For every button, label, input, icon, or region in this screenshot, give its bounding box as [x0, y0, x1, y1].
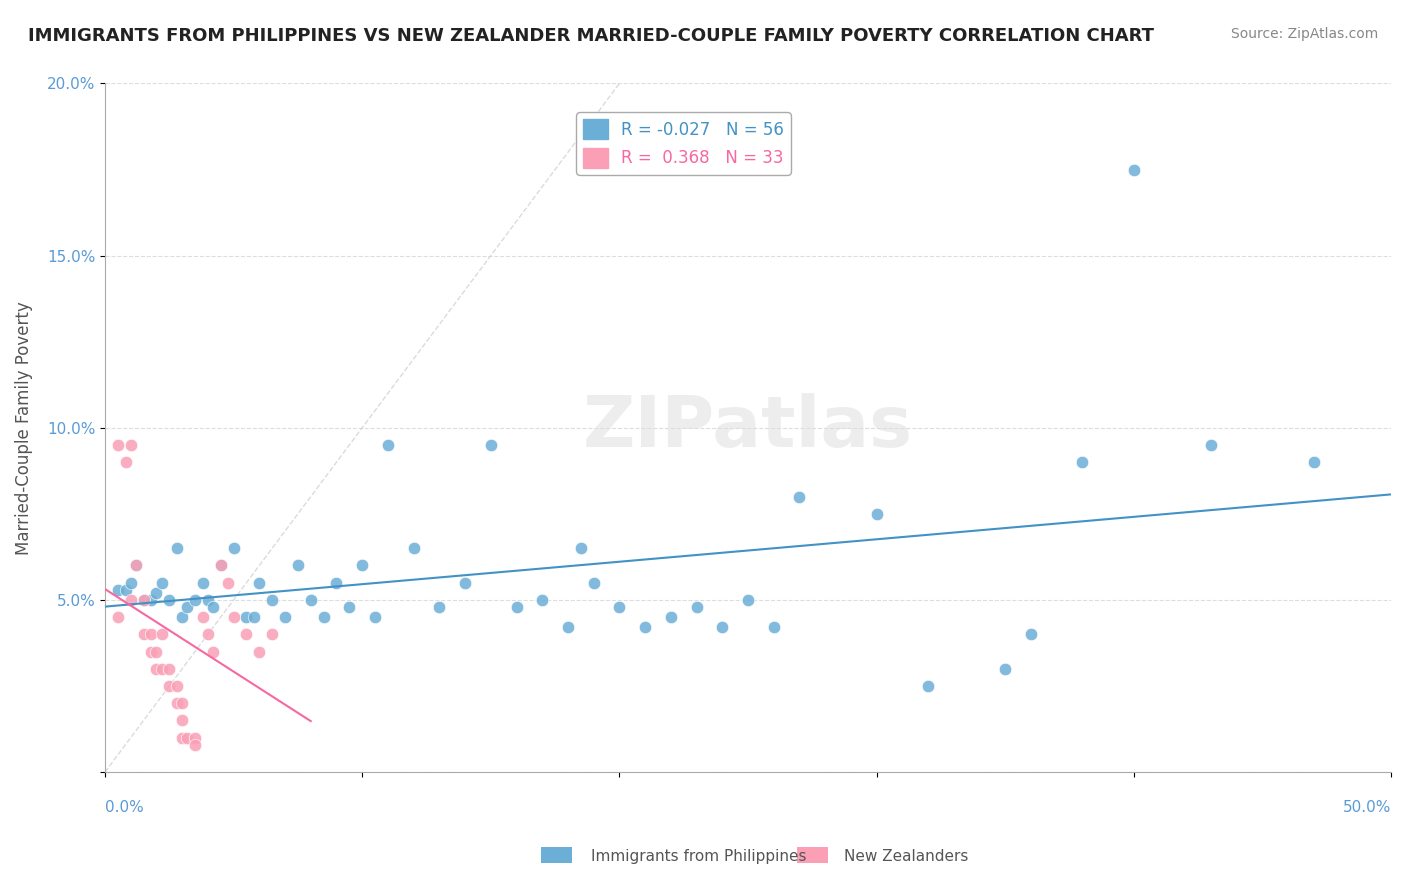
- Point: [197, 627, 219, 641]
- Point: [150, 627, 173, 641]
- Point: [132, 627, 155, 641]
- Point: [1122, 162, 1144, 177]
- Point: [145, 586, 167, 600]
- Text: 50.0%: 50.0%: [1343, 799, 1391, 814]
- Text: ZIPatlas: ZIPatlas: [583, 393, 912, 462]
- Point: [150, 662, 173, 676]
- Point: [157, 662, 180, 676]
- Point: [157, 679, 180, 693]
- Point: [325, 575, 347, 590]
- Point: [659, 610, 682, 624]
- Point: [609, 599, 631, 614]
- Point: [479, 438, 502, 452]
- Point: [107, 610, 129, 624]
- Point: [172, 731, 194, 745]
- Point: [157, 593, 180, 607]
- Point: [184, 731, 207, 745]
- Point: [107, 438, 129, 452]
- Point: [312, 610, 335, 624]
- Point: [262, 627, 284, 641]
- Point: [166, 679, 188, 693]
- Text: New Zealanders: New Zealanders: [844, 849, 967, 863]
- Y-axis label: Married-Couple Family Poverty: Married-Couple Family Poverty: [15, 301, 32, 555]
- Point: [685, 599, 707, 614]
- Point: [243, 610, 266, 624]
- Point: [141, 627, 163, 641]
- Text: Immigrants from Philippines: Immigrants from Philippines: [591, 849, 806, 863]
- Point: [582, 575, 605, 590]
- Point: [197, 593, 219, 607]
- Point: [1199, 438, 1222, 452]
- Point: [176, 731, 198, 745]
- Point: [235, 610, 257, 624]
- Point: [505, 599, 527, 614]
- Point: [166, 541, 188, 556]
- Point: [172, 696, 194, 710]
- Point: [217, 575, 239, 590]
- Text: 0.0%: 0.0%: [105, 799, 143, 814]
- Point: [789, 490, 811, 504]
- Point: [247, 644, 270, 658]
- Point: [274, 610, 297, 624]
- Point: [222, 610, 245, 624]
- Point: [711, 620, 734, 634]
- Text: Source: ZipAtlas.com: Source: ZipAtlas.com: [1230, 27, 1378, 41]
- Point: [145, 644, 167, 658]
- Point: [299, 593, 322, 607]
- Point: [569, 541, 592, 556]
- Point: [762, 620, 785, 634]
- Point: [634, 620, 657, 634]
- Point: [364, 610, 387, 624]
- Point: [427, 599, 450, 614]
- Point: [865, 507, 887, 521]
- Point: [209, 558, 232, 573]
- Point: [120, 575, 142, 590]
- Point: [377, 438, 399, 452]
- Point: [1302, 455, 1324, 469]
- Text: IMMIGRANTS FROM PHILIPPINES VS NEW ZEALANDER MARRIED-COUPLE FAMILY POVERTY CORRE: IMMIGRANTS FROM PHILIPPINES VS NEW ZEALA…: [28, 27, 1154, 45]
- Point: [107, 582, 129, 597]
- Point: [172, 714, 194, 728]
- Point: [141, 593, 163, 607]
- Point: [209, 558, 232, 573]
- Point: [184, 738, 207, 752]
- Point: [402, 541, 425, 556]
- Point: [120, 438, 142, 452]
- Point: [337, 599, 360, 614]
- Point: [176, 599, 198, 614]
- Point: [454, 575, 477, 590]
- Point: [202, 644, 225, 658]
- Point: [114, 582, 136, 597]
- Point: [202, 599, 225, 614]
- Point: [557, 620, 579, 634]
- Point: [141, 644, 163, 658]
- Point: [287, 558, 309, 573]
- Point: [531, 593, 554, 607]
- Point: [191, 575, 214, 590]
- Point: [737, 593, 759, 607]
- Point: [262, 593, 284, 607]
- Point: [132, 593, 155, 607]
- Point: [172, 610, 194, 624]
- Point: [125, 558, 148, 573]
- Point: [132, 593, 155, 607]
- Point: [994, 662, 1017, 676]
- Point: [150, 575, 173, 590]
- Point: [1071, 455, 1094, 469]
- Point: [125, 558, 148, 573]
- Point: [166, 696, 188, 710]
- Point: [184, 593, 207, 607]
- Point: [1019, 627, 1042, 641]
- Point: [191, 610, 214, 624]
- Point: [145, 662, 167, 676]
- Point: [235, 627, 257, 641]
- Point: [917, 679, 939, 693]
- Point: [222, 541, 245, 556]
- Point: [247, 575, 270, 590]
- Point: [114, 455, 136, 469]
- Point: [120, 593, 142, 607]
- Legend: R = -0.027   N = 56, R =  0.368   N = 33: R = -0.027 N = 56, R = 0.368 N = 33: [576, 112, 790, 175]
- Point: [352, 558, 374, 573]
